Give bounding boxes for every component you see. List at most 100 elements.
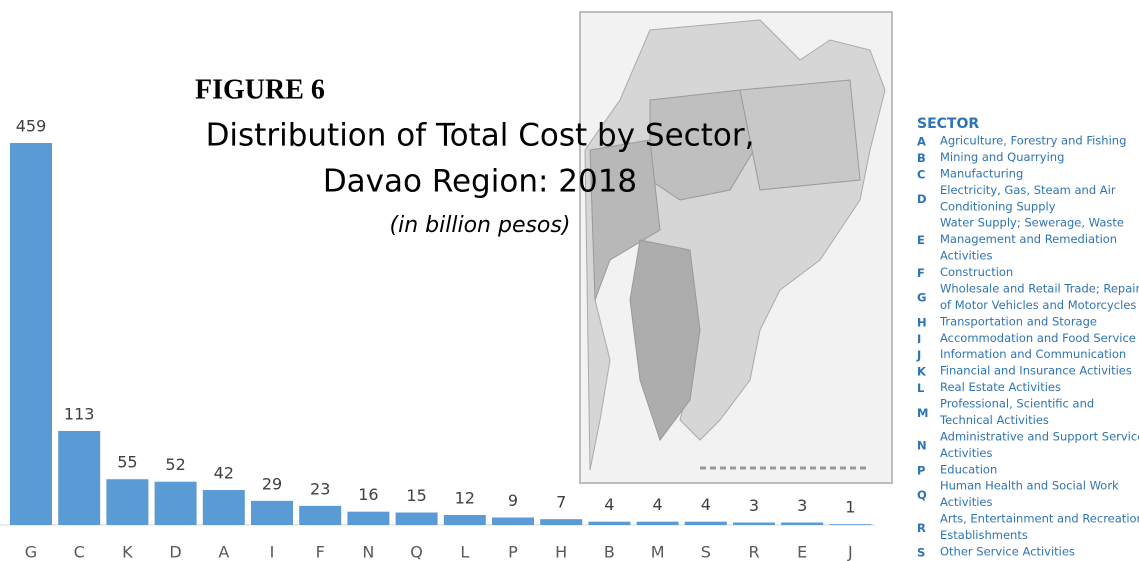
bar xyxy=(58,430,101,525)
legend-key: N xyxy=(917,439,927,453)
x-tick-label: G xyxy=(25,543,37,561)
figure-label: FIGURE 6 xyxy=(195,74,325,105)
legend-key: C xyxy=(917,167,925,181)
legend-key: K xyxy=(917,365,927,379)
x-tick-label: D xyxy=(169,543,181,561)
legend-key: M xyxy=(917,406,928,420)
data-label: 3 xyxy=(797,496,807,515)
x-tick-label: F xyxy=(316,543,325,561)
legend-key: G xyxy=(917,291,926,305)
x-tick-label: P xyxy=(508,543,518,561)
bar xyxy=(492,517,534,525)
bar xyxy=(251,500,293,525)
data-label: 113 xyxy=(64,404,95,423)
legend-key: J xyxy=(916,348,921,362)
data-label: 4 xyxy=(653,495,663,514)
map xyxy=(579,11,893,484)
bar xyxy=(829,524,872,525)
data-label: 4 xyxy=(604,495,614,514)
legend-text: of Motor Vehicles and Motorcycles xyxy=(940,298,1136,312)
bar xyxy=(684,521,727,525)
legend-key: I xyxy=(917,332,921,346)
legend-text: Wholesale and Retail Trade; Repair xyxy=(940,281,1139,295)
legend-text: Manufacturing xyxy=(940,166,1023,180)
legend-key: E xyxy=(917,233,925,247)
x-tick-label: M xyxy=(651,543,665,561)
legend-text: Transportation and Storage xyxy=(939,314,1097,328)
data-label: 15 xyxy=(406,486,426,505)
legend-text: Accommodation and Food Service xyxy=(940,331,1136,345)
legend-text: Real Estate Activities xyxy=(940,380,1061,394)
bar xyxy=(443,515,486,525)
legend-text: Arts, Entertainment and Recreation xyxy=(940,512,1139,526)
legend-text: Professional, Scientific and xyxy=(940,397,1094,411)
legend-text: Electricity, Gas, Steam and Air xyxy=(940,183,1116,197)
x-tick-label: N xyxy=(362,543,374,561)
legend-text: Information and Communication xyxy=(940,347,1126,361)
legend-key: A xyxy=(917,135,926,149)
data-label: 52 xyxy=(165,455,185,474)
legend-key: B xyxy=(917,151,926,165)
data-label: 1 xyxy=(845,498,855,517)
bar xyxy=(636,521,679,525)
bar xyxy=(10,143,52,525)
legend-text: Financial and Insurance Activities xyxy=(940,364,1132,378)
chart-subtitle: (in billion pesos) xyxy=(390,213,571,238)
bar xyxy=(395,512,438,525)
legend-text: Activities xyxy=(940,446,992,460)
bar xyxy=(347,511,390,525)
legend-text: Education xyxy=(940,462,997,476)
legend-key: P xyxy=(917,463,925,477)
chart-title-line2: Davao Region: 2018 xyxy=(323,164,637,200)
bar xyxy=(733,522,775,525)
bar xyxy=(202,490,245,525)
chart-title: Distribution of Total Cost by Sector, xyxy=(206,118,755,154)
x-tick-label: E xyxy=(797,543,807,561)
x-tick-label: B xyxy=(604,543,615,561)
x-tick-label: H xyxy=(555,543,567,561)
data-label: 4 xyxy=(701,495,711,514)
x-tick-label: A xyxy=(218,543,229,561)
x-tick-label: I xyxy=(270,543,275,561)
data-label: 23 xyxy=(310,479,330,498)
data-label: 3 xyxy=(749,496,759,515)
x-tick-label: J xyxy=(847,543,853,561)
x-tick-label: Q xyxy=(410,543,423,561)
legend-text: Conditioning Supply xyxy=(940,199,1056,213)
legend-text: Other Service Activities xyxy=(940,545,1075,559)
data-label: 16 xyxy=(358,485,378,504)
data-label: 459 xyxy=(16,117,47,136)
legend-key: F xyxy=(917,266,925,280)
bar xyxy=(588,521,631,525)
legend-key: R xyxy=(917,521,926,535)
data-label: 7 xyxy=(556,493,566,512)
legend-key: L xyxy=(917,381,925,395)
legend-text: Human Health and Social Work xyxy=(940,479,1119,493)
x-tick-label: C xyxy=(74,543,85,561)
legend-title: SECTOR xyxy=(917,116,979,132)
x-tick-label: K xyxy=(122,543,133,561)
data-label: 9 xyxy=(508,491,518,510)
bar xyxy=(540,519,583,525)
legend-key: S xyxy=(917,546,925,560)
legend-text: Administrative and Support Service xyxy=(940,429,1139,443)
legend-text: Activities xyxy=(940,495,992,509)
legend-key: Q xyxy=(917,488,927,502)
x-tick-label: R xyxy=(748,543,759,561)
legend-text: Agriculture, Forestry and Fishing xyxy=(940,134,1126,148)
legend-text: Mining and Quarrying xyxy=(940,150,1064,164)
legend-key: H xyxy=(917,315,927,329)
x-tick-label: S xyxy=(701,543,711,561)
legend-key: D xyxy=(917,192,927,206)
legend-text: Management and Remediation xyxy=(940,232,1117,246)
data-label: 55 xyxy=(117,453,137,472)
data-label: 29 xyxy=(262,474,282,493)
bar xyxy=(154,481,197,525)
legend-text: Construction xyxy=(940,265,1013,279)
bar xyxy=(781,522,824,525)
bar xyxy=(299,505,342,525)
x-tick-label: L xyxy=(460,543,469,561)
legend-text: Establishments xyxy=(940,528,1028,542)
legend-text: Technical Activities xyxy=(939,413,1049,427)
